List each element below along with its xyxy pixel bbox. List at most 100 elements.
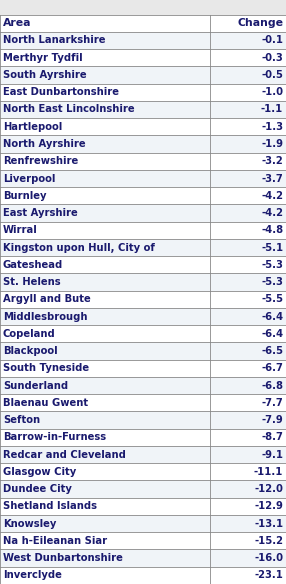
Text: -16.0: -16.0 <box>254 553 283 563</box>
Text: -4.2: -4.2 <box>261 191 283 201</box>
Text: -23.1: -23.1 <box>254 571 283 580</box>
Bar <box>210 204 286 222</box>
Bar <box>0 67 210 84</box>
Bar <box>210 239 286 256</box>
Bar <box>0 222 210 239</box>
Text: Hartlepool: Hartlepool <box>3 121 62 132</box>
Text: Inverclyde: Inverclyde <box>3 571 62 580</box>
Text: Wirral: Wirral <box>3 225 38 235</box>
Text: Burnley: Burnley <box>3 191 46 201</box>
Text: Shetland Islands: Shetland Islands <box>3 501 97 512</box>
Bar <box>0 256 210 273</box>
Bar <box>0 481 210 498</box>
Bar <box>210 377 286 394</box>
Text: Copeland: Copeland <box>3 329 55 339</box>
Bar <box>210 101 286 118</box>
Text: -11.1: -11.1 <box>254 467 283 477</box>
Text: -0.3: -0.3 <box>261 53 283 62</box>
Bar <box>0 308 210 325</box>
Bar <box>210 84 286 101</box>
Text: North East Lincolnshire: North East Lincolnshire <box>3 105 134 114</box>
Bar <box>0 204 210 222</box>
Text: -8.7: -8.7 <box>261 432 283 442</box>
Text: -7.9: -7.9 <box>261 415 283 425</box>
Bar <box>210 222 286 239</box>
Bar <box>0 84 210 101</box>
Text: -1.1: -1.1 <box>261 105 283 114</box>
Bar <box>0 187 210 204</box>
Bar <box>0 550 210 566</box>
Text: -5.3: -5.3 <box>261 260 283 270</box>
Text: -0.5: -0.5 <box>261 70 283 80</box>
Bar <box>0 394 210 412</box>
Bar <box>0 101 210 118</box>
Text: East Ayrshire: East Ayrshire <box>3 208 78 218</box>
Bar <box>0 15 210 32</box>
Text: -6.4: -6.4 <box>261 329 283 339</box>
Bar <box>210 325 286 342</box>
Bar <box>0 32 210 49</box>
Bar <box>0 170 210 187</box>
Text: -6.7: -6.7 <box>261 363 283 373</box>
Text: -5.3: -5.3 <box>261 277 283 287</box>
Text: -6.5: -6.5 <box>261 346 283 356</box>
Bar <box>210 15 286 32</box>
Text: -12.9: -12.9 <box>254 501 283 512</box>
Bar <box>210 515 286 532</box>
Text: St. Helens: St. Helens <box>3 277 60 287</box>
Bar <box>0 429 210 446</box>
Text: -6.8: -6.8 <box>261 381 283 391</box>
Text: Sefton: Sefton <box>3 415 40 425</box>
Bar <box>210 67 286 84</box>
Bar <box>210 532 286 550</box>
Text: North Lanarkshire: North Lanarkshire <box>3 36 105 46</box>
Text: Renfrewshire: Renfrewshire <box>3 157 78 166</box>
Text: -3.2: -3.2 <box>261 157 283 166</box>
Text: South Ayrshire: South Ayrshire <box>3 70 86 80</box>
Bar <box>0 342 210 360</box>
Bar <box>0 291 210 308</box>
Text: -1.3: -1.3 <box>261 121 283 132</box>
Bar <box>210 412 286 429</box>
Text: -3.7: -3.7 <box>261 173 283 183</box>
Text: Sunderland: Sunderland <box>3 381 68 391</box>
Text: Glasgow City: Glasgow City <box>3 467 76 477</box>
Text: North Ayrshire: North Ayrshire <box>3 139 86 149</box>
Bar <box>210 498 286 515</box>
Text: Liverpool: Liverpool <box>3 173 55 183</box>
Bar <box>210 360 286 377</box>
Bar <box>210 446 286 463</box>
Text: Redcar and Cleveland: Redcar and Cleveland <box>3 450 126 460</box>
Text: Blackpool: Blackpool <box>3 346 57 356</box>
Bar <box>0 377 210 394</box>
Text: -1.0: -1.0 <box>261 87 283 98</box>
Text: South Tyneside: South Tyneside <box>3 363 89 373</box>
Text: Gateshead: Gateshead <box>3 260 63 270</box>
Bar <box>210 342 286 360</box>
Text: -12.0: -12.0 <box>254 484 283 494</box>
Bar <box>0 118 210 135</box>
Text: Na h-Eileanan Siar: Na h-Eileanan Siar <box>3 536 107 546</box>
Bar <box>210 481 286 498</box>
Text: Barrow-in-Furness: Barrow-in-Furness <box>3 432 106 442</box>
Text: Middlesbrough: Middlesbrough <box>3 311 87 322</box>
Text: -0.1: -0.1 <box>261 36 283 46</box>
Text: -4.8: -4.8 <box>261 225 283 235</box>
Bar <box>0 360 210 377</box>
Text: East Dunbartonshire: East Dunbartonshire <box>3 87 119 98</box>
Text: West Dunbartonshire: West Dunbartonshire <box>3 553 123 563</box>
Text: Area: Area <box>3 18 31 28</box>
Text: -5.1: -5.1 <box>261 242 283 252</box>
Bar <box>210 429 286 446</box>
Text: Blaenau Gwent: Blaenau Gwent <box>3 398 88 408</box>
Bar <box>210 566 286 584</box>
Text: Argyll and Bute: Argyll and Bute <box>3 294 91 304</box>
Bar <box>0 152 210 170</box>
Text: Change: Change <box>237 18 283 28</box>
Bar <box>210 550 286 566</box>
Bar <box>210 256 286 273</box>
Text: Kingston upon Hull, City of: Kingston upon Hull, City of <box>3 242 155 252</box>
Text: -15.2: -15.2 <box>254 536 283 546</box>
Bar <box>210 394 286 412</box>
Bar <box>0 566 210 584</box>
